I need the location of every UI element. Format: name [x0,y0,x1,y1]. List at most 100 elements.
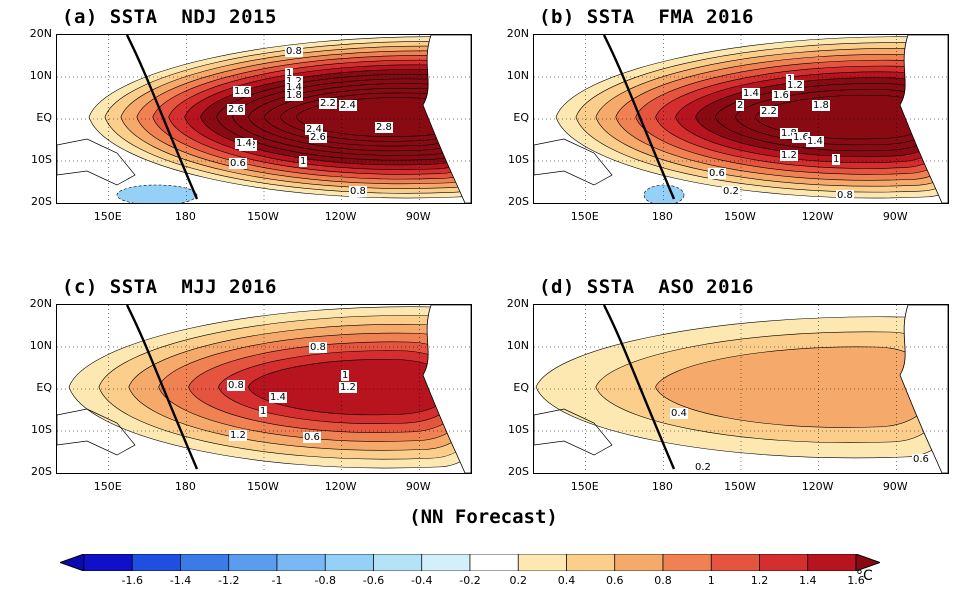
lat-label: 10S [31,423,52,436]
forecast-label: (NN Forecast) [409,506,558,528]
contour-label: 1.2 [285,76,303,87]
contour-label: 1 [832,154,841,165]
colorbar-tick-label: -0.2 [459,574,481,587]
contour-label: 1.6 [233,86,251,97]
colorbar-swatch [228,553,278,572]
contour-label: 1.8 [780,128,798,139]
lat-label: 10N [29,339,52,352]
sst-anomaly-map: 0.4 0.6 0.2 [533,304,949,474]
lat-label: EQ [513,111,529,124]
colorbar [58,553,882,572]
lon-label: 180 [651,210,673,223]
contour-label: 0.6 [912,454,930,465]
colorbar-tick-label: -0.8 [314,574,336,587]
lon-label: 90W [405,210,431,223]
lat-label: 20N [29,27,52,40]
contour-label: 0.6 [708,168,726,179]
colorbar-tick-label: 0.6 [606,574,624,587]
lat-label: 20N [506,297,529,310]
colorbar-swatch [662,553,712,572]
lon-label: 120W [324,210,357,223]
lon-label: 150E [93,210,122,223]
lon-label: 120W [801,210,834,223]
colorbar-swatch [83,553,133,572]
lon-label: 90W [405,480,431,493]
contour-label: 0.8 [309,342,327,353]
contour-label: 0.6 [303,432,321,443]
lat-label: EQ [513,381,529,394]
lon-label: 90W [882,480,908,493]
contour-label: 2.8 [375,122,393,133]
contour-label: 1.8 [812,100,830,111]
colorbar-tick-label: -1 [271,574,283,587]
contour-label: 0.8 [285,46,303,57]
colorbar-tick-label: 1.4 [799,574,817,587]
colorbar-swatch [614,553,664,572]
contour-label: 1.4 [285,82,303,93]
lat-label: 10S [508,153,529,166]
contour-label: 2.4 [339,100,357,111]
lat-label: EQ [36,111,52,124]
contour-label: 1 [341,370,350,381]
colorbar-swatch [517,553,567,572]
lat-label: 20S [31,195,52,208]
contour-label: 0.6 [229,158,247,169]
lat-label: 20S [508,465,529,478]
lon-label: 120W [801,480,834,493]
contour-label: 1.8 [285,90,303,101]
lat-label: 10N [29,69,52,82]
colorbar-swatch [759,553,809,572]
lon-label: 150E [93,480,122,493]
colorbar-swatch [276,553,326,572]
contour-label: 2 [736,100,745,111]
contour-label: 1.4 [806,136,824,147]
contour-label: 2.6 [309,132,327,143]
contour-label: 1.4 [269,392,287,403]
contour-label: 1.4 [742,88,760,99]
colorbar-swatch [710,553,760,572]
lat-label: 20S [31,465,52,478]
contour-label: 1.4 [235,138,253,149]
contour-label: 0.4 [670,408,688,419]
contour-label: 1.2 [229,430,247,441]
colorbar-swatch [807,553,857,572]
contour-label: 1 [299,156,308,167]
contour-label: 0.8 [227,380,245,391]
lon-label: 180 [651,480,673,493]
sst-anomaly-map: 0.811.21.41.61.82.22.42.62.42.62.81.21.4… [56,34,472,204]
contour-label: 1 [285,68,294,79]
contour-label: 2.6 [227,104,245,115]
colorbar-tick-label: 1.6 [847,574,865,587]
colorbar-tick-label: 0.8 [654,574,672,587]
colorbar-swatch [566,553,616,572]
colorbar-swatch [421,553,471,572]
lon-label: 180 [174,210,196,223]
lon-label: 90W [882,210,908,223]
contour-label: 2.2 [319,98,337,109]
contour-label: 1.2 [339,382,357,393]
lat-label: EQ [36,381,52,394]
colorbar-tick-label: -1.6 [121,574,143,587]
lon-label: 150E [570,480,599,493]
contour-label: 1.2 [786,80,804,91]
lat-label: 10N [506,339,529,352]
contour-label: 0.2 [694,462,712,473]
lon-label: 120W [324,480,357,493]
colorbar-swatch [180,553,230,572]
lon-label: 180 [174,480,196,493]
contour-label: 1.6 [792,132,810,143]
colorbar-tick-label: 0.2 [509,574,528,587]
contour-label: 2.4 [305,124,323,135]
lat-label: 20N [29,297,52,310]
lon-label: 150W [724,480,756,493]
contour-label: 1 [259,406,268,417]
lon-label: 150W [724,210,756,223]
lat-label: 10S [31,153,52,166]
colorbar-tick-label: -0.6 [362,574,385,587]
colorbar-tick-label: 1 [707,574,715,587]
colorbar-swatch [324,553,374,572]
sst-anomaly-map: 0.8 1 1.2 1.4 1 1.2 0.6 0.8 [56,304,472,474]
contour-label: 0.2 [722,186,740,197]
panel-title: (c) SSTA MJJ 2016 [62,276,277,298]
contour-label: 2.2 [760,106,778,117]
